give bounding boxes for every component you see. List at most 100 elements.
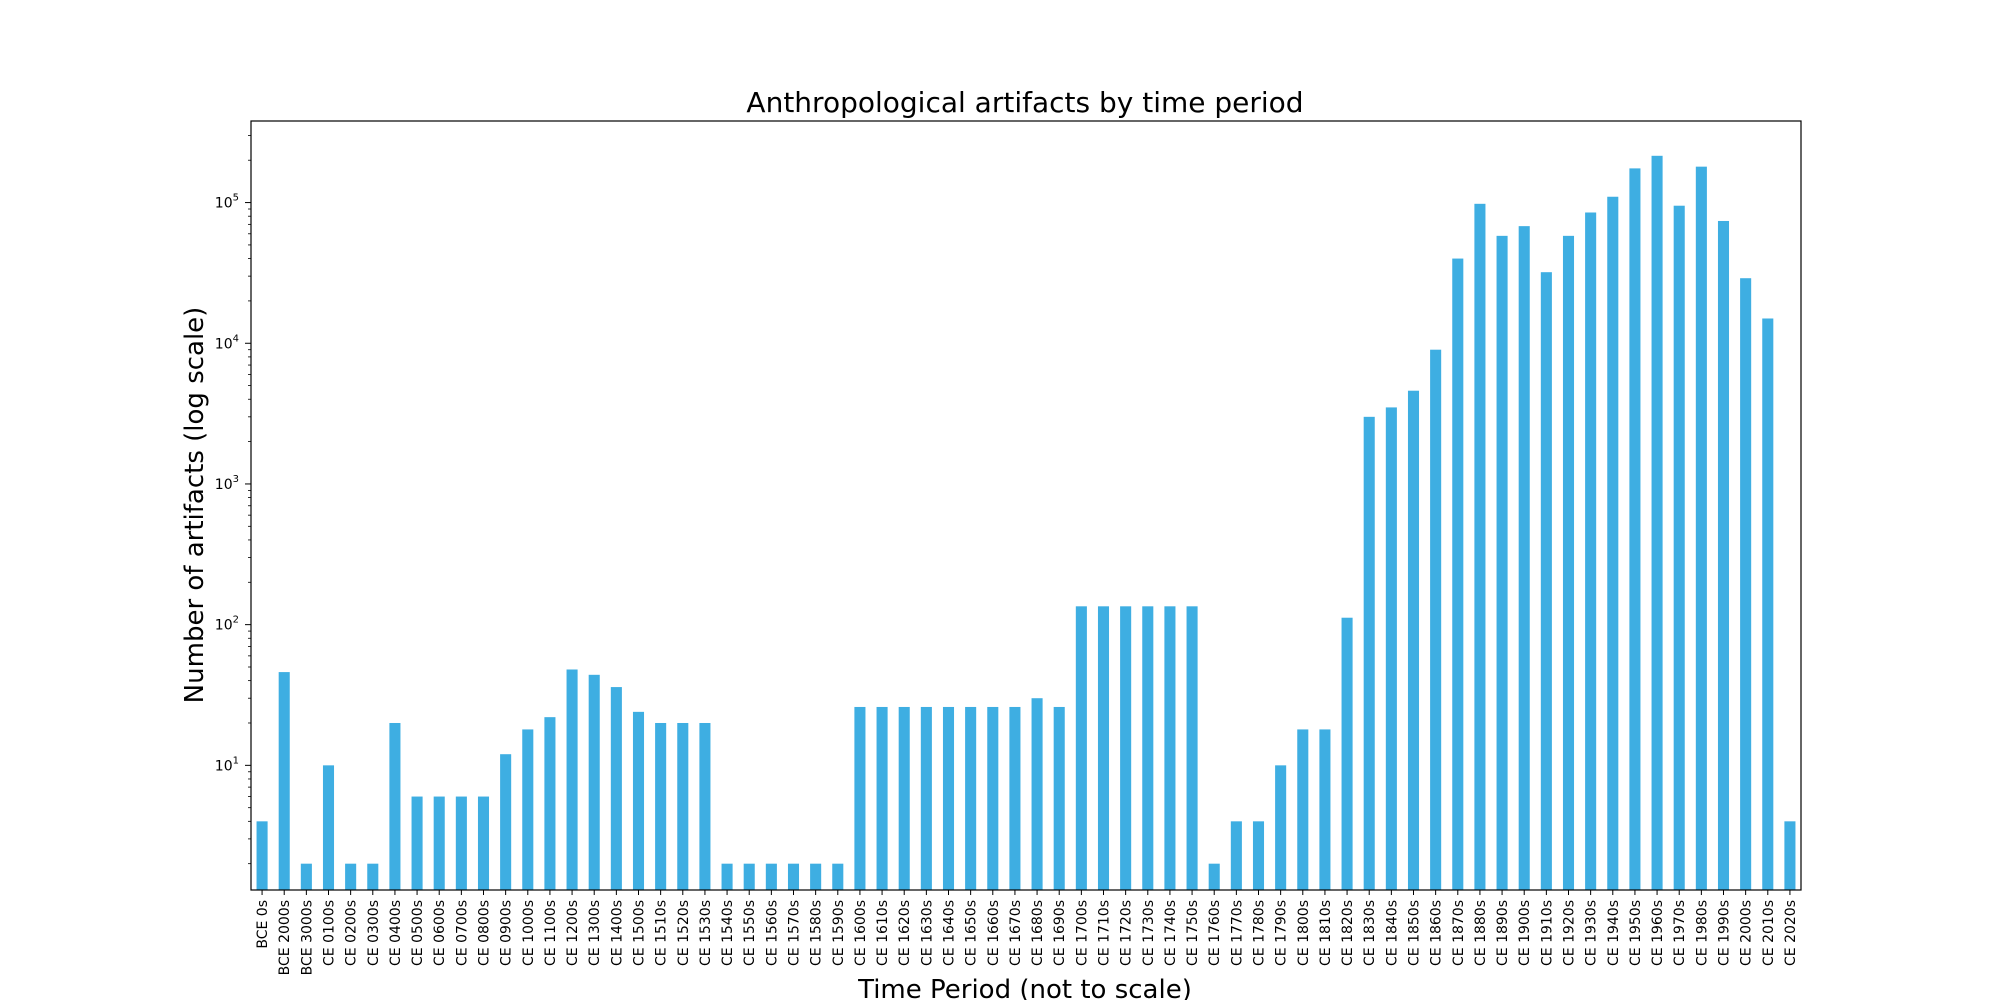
x-tick-label: CE 2000s <box>1739 900 1755 966</box>
bar <box>1297 729 1309 890</box>
x-tick-label: CE 1690s <box>1052 900 1068 966</box>
x-tick-label: CE 1680s <box>1030 900 1046 966</box>
bar <box>1275 765 1287 890</box>
x-tick-label: CE 1950s <box>1628 900 1644 966</box>
bar <box>743 863 755 890</box>
y-tick-label: 103 <box>215 474 239 493</box>
bar <box>1585 212 1597 890</box>
bar <box>500 754 512 890</box>
x-tick-label: CE 0500s <box>410 900 426 966</box>
bar <box>1651 155 1663 891</box>
x-tick-label: CE 1560s <box>764 900 780 966</box>
bar <box>256 821 268 890</box>
bar <box>699 722 711 890</box>
x-tick-label: CE 1970s <box>1672 900 1688 966</box>
bar <box>810 863 822 890</box>
x-tick-label: CE 1720s <box>1119 900 1135 966</box>
bar <box>1629 168 1641 890</box>
bar <box>920 706 932 890</box>
x-tick-label: CE 0200s <box>344 900 360 966</box>
x-tick-label: CE 0300s <box>366 900 382 966</box>
x-tick-label: CE 1550s <box>742 900 758 966</box>
x-tick-label: CE 1650s <box>964 900 980 966</box>
x-tick-label: CE 1790s <box>1274 900 1290 966</box>
x-tick-label: CE 2010s <box>1761 900 1777 966</box>
x-tick-label: CE 1990s <box>1717 900 1733 966</box>
bar <box>1784 821 1796 890</box>
x-tick-label: CE 1700s <box>1074 900 1090 966</box>
bar <box>1009 706 1021 890</box>
x-tick-label: CE 1620s <box>897 900 913 966</box>
x-axis: BCE 0s BCE 2000s BCE 3000s CE 0100s CE 0200s… <box>255 890 1799 975</box>
x-tick-label: CE 0100s <box>322 900 338 966</box>
bar <box>876 706 888 890</box>
bar <box>832 863 844 890</box>
bar <box>433 796 445 890</box>
x-tick-label: CE 1890s <box>1495 900 1511 966</box>
x-tick-label: CE 1640s <box>942 900 958 966</box>
bar <box>1031 698 1043 890</box>
bar <box>1319 729 1331 890</box>
x-tick-label: CE 1770s <box>1229 900 1245 966</box>
x-tick-label: CE 1840s <box>1384 900 1400 966</box>
x-tick-label: CE 1750s <box>1185 900 1201 966</box>
bar <box>1540 272 1552 890</box>
x-tick-label: CE 1760s <box>1207 900 1223 966</box>
bar <box>987 706 999 890</box>
x-tick-label: CE 1500s <box>632 900 648 966</box>
bar <box>566 669 578 890</box>
bar <box>1385 407 1397 890</box>
x-tick-label: CE 1850s <box>1407 900 1423 966</box>
bar <box>544 717 556 890</box>
x-tick-label: CE 1000s <box>521 900 537 966</box>
bar <box>655 722 667 890</box>
bar <box>787 863 800 890</box>
bar <box>721 863 733 890</box>
x-tick-label: CE 1910s <box>1539 900 1555 966</box>
x-tick-label: CE 1960s <box>1650 900 1666 966</box>
y-axis: 101 102 103 104 105 <box>215 135 251 865</box>
x-tick-label: CE 1880s <box>1473 900 1489 966</box>
bar <box>1407 390 1420 890</box>
bar <box>322 765 335 890</box>
bar <box>411 796 423 890</box>
x-tick-label: CE 1610s <box>875 900 891 966</box>
x-tick-label: CE 2020s <box>1783 900 1799 966</box>
x-tick-label: CE 0900s <box>499 900 515 966</box>
bar <box>677 722 689 890</box>
bar <box>367 863 379 890</box>
bar <box>1562 235 1575 891</box>
bar <box>942 706 955 890</box>
x-tick-label: CE 1920s <box>1562 900 1578 966</box>
bar <box>1430 349 1442 890</box>
x-tick-label: CE 1520s <box>676 900 692 966</box>
bar <box>345 863 357 890</box>
x-tick-label: CE 0800s <box>477 900 493 966</box>
bar <box>1740 278 1752 891</box>
x-tick-label: CE 1900s <box>1517 900 1533 966</box>
x-tick-label: CE 1820s <box>1340 900 1356 966</box>
bar <box>898 706 910 890</box>
bars-layer <box>256 155 1796 891</box>
x-tick-label: CE 1860s <box>1429 900 1445 966</box>
x-tick-label: BCE 2000s <box>277 900 293 975</box>
bar <box>300 863 312 890</box>
bar <box>1208 863 1220 890</box>
x-tick-label: CE 1530s <box>698 900 714 966</box>
x-axis-title: Time Period (not to scale) <box>857 975 1192 1000</box>
x-tick-label: CE 0400s <box>388 900 404 966</box>
x-tick-label: CE 1710s <box>1097 900 1113 966</box>
x-tick-label: CE 1740s <box>1163 900 1179 966</box>
y-tick-label: 102 <box>215 615 239 634</box>
x-tick-label: CE 1100s <box>543 900 559 966</box>
bar <box>1142 606 1154 890</box>
bar <box>1230 821 1242 890</box>
bar <box>1607 196 1619 890</box>
bar <box>1762 318 1774 890</box>
x-tick-label: CE 1540s <box>720 900 736 966</box>
x-tick-label: BCE 0s <box>255 900 271 949</box>
bar <box>1452 258 1464 890</box>
bar <box>632 711 645 890</box>
bar <box>965 706 977 890</box>
